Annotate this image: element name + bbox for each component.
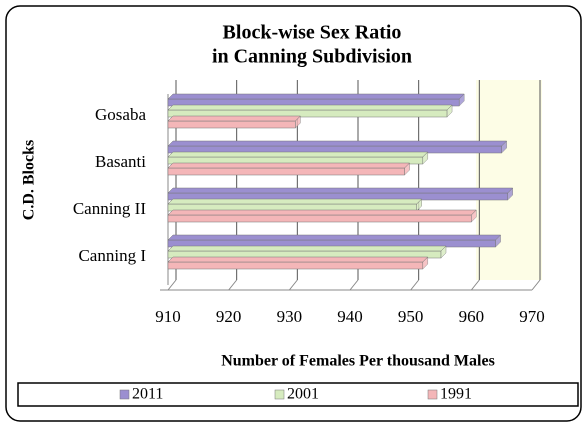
bar-end	[501, 140, 507, 154]
bar-end	[440, 245, 447, 259]
bar-top	[167, 93, 465, 100]
bar	[167, 214, 472, 223]
bar-end	[471, 209, 477, 223]
y-tick-label: Canning II	[73, 199, 147, 218]
legend-label: 2001	[287, 386, 319, 403]
bar	[167, 167, 405, 176]
legend-swatch	[427, 389, 438, 400]
bar-end	[507, 187, 513, 201]
bar-top	[167, 104, 453, 111]
bar-end	[495, 234, 501, 248]
x-tick-label: 960	[459, 307, 485, 326]
bar	[167, 261, 424, 270]
bar-top	[167, 245, 447, 252]
bar-top	[167, 256, 429, 263]
y-tick-label: Basanti	[95, 152, 146, 171]
bar-top	[167, 198, 423, 205]
legend-swatch	[119, 389, 130, 400]
y-axis-title: C.D. Blocks	[21, 140, 38, 220]
bar-end	[295, 115, 301, 129]
y-tick-label: Gosaba	[95, 105, 146, 124]
bar-end	[446, 104, 453, 118]
bar-end	[404, 162, 410, 176]
tick-mark	[228, 279, 238, 291]
tick-mark	[167, 279, 177, 291]
plot-wall	[476, 80, 542, 280]
bar-top	[167, 234, 502, 241]
x-tick-label: 930	[277, 307, 303, 326]
bar-end	[422, 256, 429, 270]
x-tick-label: 950	[398, 307, 424, 326]
x-tick-label: 920	[216, 307, 242, 326]
tick-mark	[349, 279, 359, 291]
bar-top	[167, 162, 411, 169]
bar-top	[167, 187, 514, 194]
x-axis-title: Number of Females Per thousand Males	[221, 353, 495, 370]
bar-top	[167, 151, 429, 158]
legend	[17, 382, 579, 407]
bar-end	[458, 93, 465, 107]
bar-top	[167, 115, 302, 122]
chart-title: in Canning Subdivision	[212, 46, 412, 68]
x-tick-label: 970	[519, 307, 545, 326]
x-tick-label: 940	[337, 307, 363, 326]
bar	[167, 120, 296, 129]
y-tick-label: Canning I	[78, 246, 146, 265]
bar-end	[422, 151, 429, 165]
bar-top	[167, 209, 477, 216]
legend-swatch	[274, 389, 285, 400]
tick-mark	[288, 279, 298, 291]
tick-mark	[470, 279, 480, 291]
chart-title: Block-wise Sex Ratio	[223, 22, 402, 44]
tick-mark	[410, 279, 420, 291]
tick-mark	[531, 279, 541, 291]
legend-label: 1991	[440, 386, 472, 403]
bar-end	[416, 198, 422, 212]
x-tick-label: 910	[155, 307, 181, 326]
legend-label: 2011	[132, 386, 163, 403]
bar-top	[167, 140, 508, 147]
